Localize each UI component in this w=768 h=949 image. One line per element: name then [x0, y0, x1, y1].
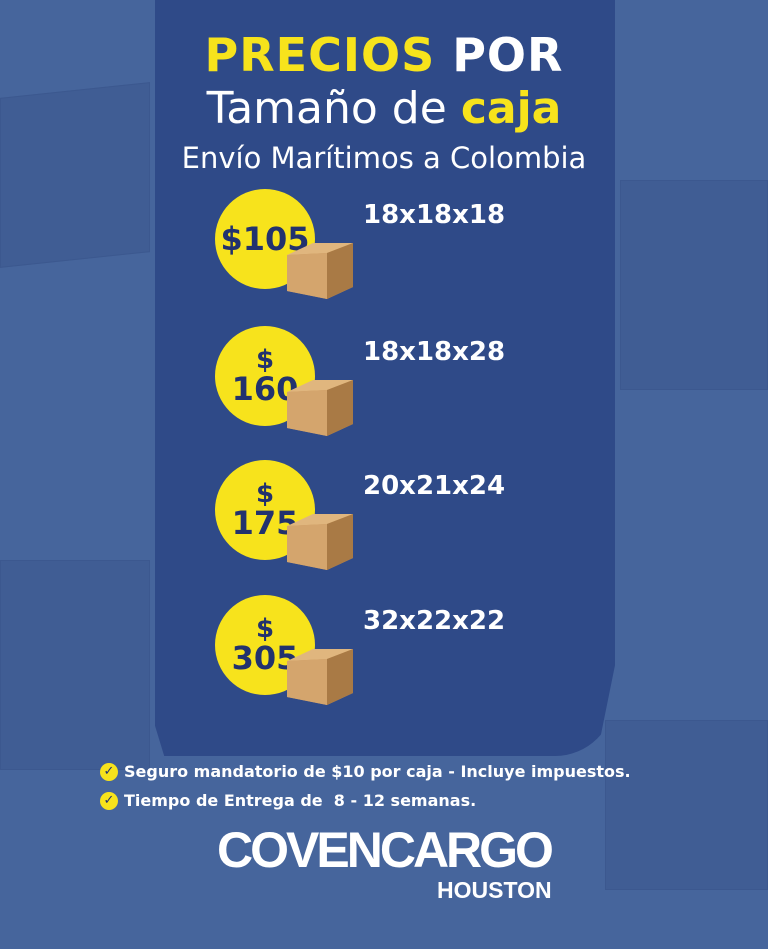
box-size: 18x18x28 [363, 337, 506, 367]
cardboard-box-icon [287, 510, 353, 572]
note-text: Seguro mandatorio de $10 por caja - Incl… [124, 762, 631, 781]
price-item: $305 32x22x22 [215, 595, 615, 725]
box-size: 20x21x24 [363, 471, 506, 501]
subheadline-white: Tamaño de [206, 83, 447, 134]
background-box-decoration [605, 720, 768, 890]
background-box-decoration [620, 180, 768, 390]
note-item: ✓ Tiempo de Entrega de 8 - 12 semanas. [100, 790, 476, 812]
check-icon: ✓ [100, 792, 118, 810]
subheadline: Tamaño de caja [0, 84, 768, 134]
box-size: 32x22x22 [363, 606, 506, 636]
brand-location: HOUSTON [437, 877, 552, 903]
price-item: $105 18x18x18 [215, 189, 615, 319]
headline: PRECIOS POR [0, 30, 768, 80]
note-item: ✓ Seguro mandatorio de $10 por caja - Inc… [100, 761, 631, 783]
cardboard-box-icon [287, 376, 353, 438]
price-item: $160 18x18x28 [215, 326, 615, 456]
price-item: $175 20x21x24 [215, 460, 615, 590]
price: $105 [220, 220, 310, 258]
brand-logo: COVENCARGO [217, 822, 554, 878]
cardboard-box-icon [287, 239, 353, 301]
check-icon: ✓ [100, 763, 118, 781]
cardboard-box-icon [287, 645, 353, 707]
dollar-sign: $ [255, 479, 275, 509]
headline-yellow: PRECIOS [204, 28, 436, 82]
dollar-sign: $ [255, 614, 275, 644]
note-text: Tiempo de Entrega de 8 - 12 semanas. [124, 791, 477, 810]
box-size: 18x18x18 [363, 200, 506, 230]
subheadline-yellow: caja [460, 83, 562, 134]
headline-white: POR [452, 28, 564, 82]
background-box-decoration [0, 560, 150, 770]
subtitle: Envío Marítimos a Colombia [181, 141, 587, 175]
dollar-sign: $ [255, 345, 275, 375]
